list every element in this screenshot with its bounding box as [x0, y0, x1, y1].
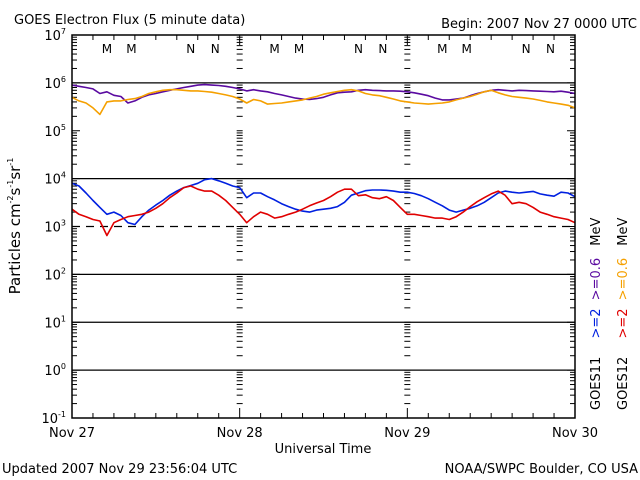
- orbit-marker: M: [437, 42, 447, 56]
- orbit-marker: M: [462, 42, 472, 56]
- orbit-marker: N: [378, 42, 387, 56]
- plot-frame: [71, 34, 576, 419]
- orbit-marker: M: [126, 42, 136, 56]
- orbit-marker: N: [211, 42, 220, 56]
- legend-goes11: GOES11 >=2 >=0.6 MeV: [589, 218, 604, 410]
- y-axis-label: Particles cm-2s-1sr-1: [6, 158, 24, 295]
- legend-goes11-2mev: >=2: [589, 308, 604, 338]
- orbit-marker: M: [269, 42, 279, 56]
- orbit-marker: N: [522, 42, 531, 56]
- orbit-marker: N: [186, 42, 195, 56]
- x-tick-label: Nov 28: [217, 426, 263, 441]
- y-tick-label: 107: [44, 27, 66, 44]
- chart-subtitle: Begin: 2007 Nov 27 0000 UTC: [441, 17, 637, 32]
- x-tick-label: Nov 27: [49, 426, 95, 441]
- y-tick-label: 10-1: [41, 410, 66, 427]
- legend-goes12: GOES12 >=2 >=0.6 MeV: [616, 218, 631, 410]
- series-line-2: [71, 177, 576, 226]
- orbit-marker: N: [354, 42, 363, 56]
- orbit-marker: M: [102, 42, 112, 56]
- svg-text:GOES12 >=2 >=0.6: GOES12 >=2 >=0.6 MeV: [616, 218, 631, 410]
- series-line-1: [71, 88, 576, 116]
- chart-title: GOES Electron Flux (5 minute data): [14, 13, 245, 28]
- series-line-3: [71, 185, 576, 237]
- legend-goes12-2mev: >=2: [616, 308, 631, 338]
- x-tick-label: Nov 30: [552, 426, 598, 441]
- y-tick-label: 101: [44, 314, 66, 331]
- svg-text:GOES11 >=2 >=0.6: GOES11 >=2 >=0.6 MeV: [589, 218, 604, 410]
- y-label-main: Particles cm: [6, 203, 24, 294]
- y-tick-labels: 107 106 105 104 103 102 101 100 10-1: [41, 27, 66, 427]
- legend-goes12-sat: GOES12: [616, 357, 631, 410]
- reference-lines: [72, 82, 575, 371]
- legend-goes11-sat: GOES11: [589, 357, 604, 410]
- legend-goes12-06mev: >=0.6: [616, 258, 631, 300]
- legend-goes11-06mev: >=0.6: [589, 258, 604, 300]
- x-tick-label: Nov 29: [384, 426, 430, 441]
- y-tick-label: 102: [44, 266, 66, 283]
- source-credit: NOAA/SWPC Boulder, CO USA: [445, 462, 638, 477]
- legend-goes11-unit: MeV: [589, 218, 604, 246]
- x-axis-label: Universal Time: [275, 442, 372, 457]
- x-tick-labels: Nov 27 Nov 28 Nov 29 Nov 30: [49, 426, 598, 441]
- orbit-marker: M: [294, 42, 304, 56]
- updated-timestamp: Updated 2007 Nov 29 23:56:04 UTC: [2, 462, 237, 477]
- series-lines: [71, 83, 576, 237]
- y-tick-label: 100: [44, 362, 66, 379]
- orbit-marker: N: [546, 42, 555, 56]
- y-tick-label: 104: [44, 171, 66, 188]
- y-tick-label: 103: [44, 219, 66, 236]
- legend-goes12-unit: MeV: [616, 218, 631, 246]
- svg-text:Particles cm-2s-1sr-1: Particles cm-2s-1sr-1: [6, 158, 24, 295]
- y-tick-label: 106: [44, 75, 66, 92]
- y-tick-label: 105: [44, 123, 66, 140]
